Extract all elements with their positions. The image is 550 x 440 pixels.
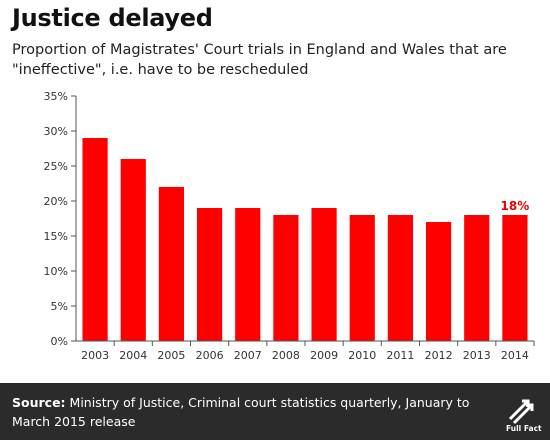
bar-chart: 0%5%10%15%20%25%30%35% 2003 2004 2005 2006 2… — [44, 90, 535, 362]
y-tick-label: 5% — [51, 300, 68, 313]
footer: Source: Ministry of Justice, Criminal co… — [0, 383, 550, 440]
y-tick-label: 20% — [44, 195, 68, 208]
bar-2011 — [387, 215, 414, 341]
bar-2003 — [82, 138, 108, 341]
source-text: Ministry of Justice, Criminal court stat… — [12, 395, 470, 429]
chart-title: Justice delayed — [12, 4, 213, 32]
bar-2004 — [120, 159, 146, 341]
svg-text:Full Fact: Full Fact — [506, 424, 542, 433]
y-tick-label: 15% — [44, 230, 68, 243]
y-axis: 0% 5% 10% 15% 20% 25% 30% 35% — [44, 90, 77, 348]
y-tick-label: 35% — [44, 90, 68, 103]
bar-2005 — [158, 187, 185, 341]
source-label: Source: — [12, 395, 66, 410]
x-tick-label: 2006 — [196, 349, 224, 362]
y-tick-label: 0% — [51, 335, 68, 348]
x-axis: 2003 2004 2005 2006 2007 2008 2009 2010 2011 2012… — [76, 340, 535, 362]
bar-2007 — [235, 208, 261, 341]
x-tick-label: 2007 — [234, 349, 262, 362]
y-tick-label: 25% — [44, 160, 68, 173]
x-tick-label: 2009 — [310, 349, 338, 362]
x-tick-label: 2005 — [157, 349, 185, 362]
bar-2008 — [273, 215, 299, 341]
x-tick-label: 2013 — [463, 349, 491, 362]
x-tick-label: 2008 — [272, 349, 300, 362]
bar-2010 — [349, 215, 375, 341]
source-note: Source: Ministry of Justice, Criminal co… — [12, 393, 482, 431]
bar-2009 — [311, 208, 337, 341]
chart-subtitle: Proportion of Magistrates' Court trials … — [12, 42, 507, 78]
x-tick-label: 2004 — [119, 349, 147, 362]
bar-2006 — [196, 208, 223, 341]
bar-2012 — [425, 222, 452, 341]
full-fact-logo: Full Fact — [506, 399, 542, 433]
data-label-2014: 18% — [501, 199, 530, 213]
x-tick-label: 2012 — [425, 349, 453, 362]
annotations: 18% — [501, 199, 530, 213]
x-tick-label: 2010 — [348, 349, 376, 362]
bar-2013 — [464, 215, 490, 341]
bar-2014 — [502, 215, 528, 341]
bars — [82, 138, 528, 341]
y-tick-label: 30% — [44, 125, 68, 138]
x-tick-label: 2011 — [386, 349, 414, 362]
y-tick-label: 10% — [44, 265, 68, 278]
x-tick-label: 2014 — [501, 349, 529, 362]
x-tick-label: 2003 — [81, 349, 109, 362]
